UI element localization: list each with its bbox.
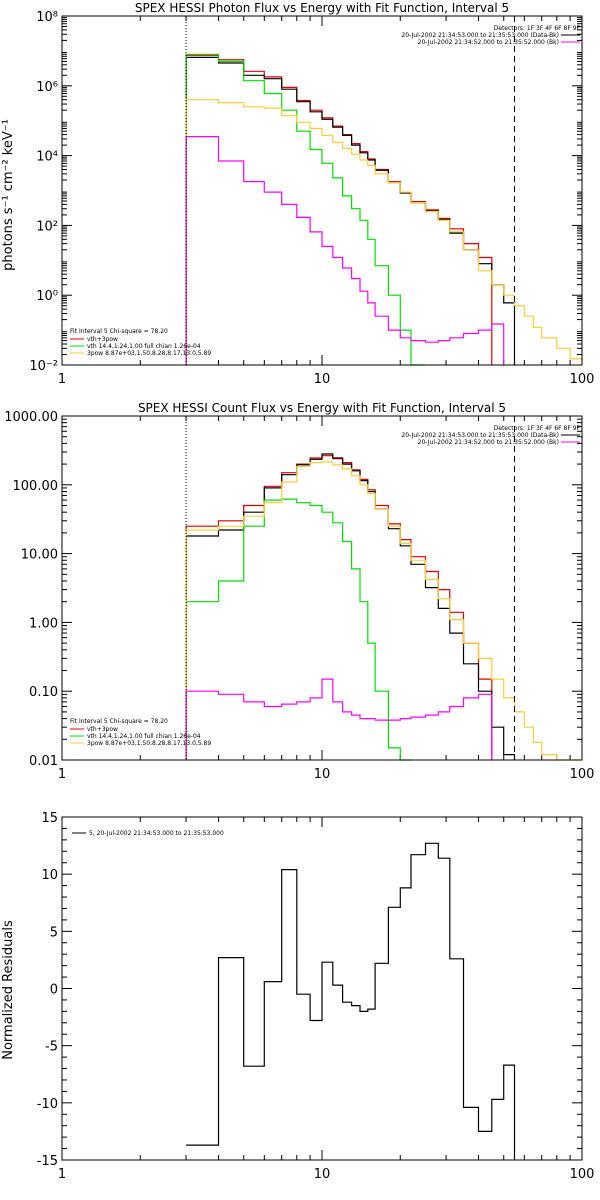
photon-flux-series-fit-total [185, 54, 493, 365]
residuals-frame [61, 816, 583, 1161]
photon-flux-legend-entry-0: 20-Jul-2002 21:34:53.000 to 21:35:53.000… [401, 32, 559, 39]
count-flux-frame [61, 415, 583, 761]
photon-flux-y-tick-label: 10⁸ [36, 10, 58, 25]
count-flux-y-tick-label: 0.10 [29, 685, 58, 700]
photon-flux-y-tick-label: 10² [36, 219, 58, 234]
count-flux-fit-entry-1: vth 14.4,1.24,1.00 full chian 1.26e-04 [87, 733, 201, 740]
photon-flux-fit-entry-0: vth+3pow [87, 336, 118, 343]
count-flux-panel: SPEX HESSI Count Flux vs Energy with Fit… [4, 401, 594, 782]
residuals-y-tick-label: -15 [37, 1154, 58, 1169]
residuals-series-residual [186, 842, 516, 1160]
residuals-ticks: 1 10 100 -15 -10 -5 0 5 10 15 [37, 811, 595, 1182]
count-flux-x-tick-label: 100 [570, 767, 595, 782]
photon-flux-legend: Detectors: 1F 3F 4F 6F 8F 9F 20-Jul-2002… [401, 25, 580, 46]
photon-flux-series-data [185, 56, 516, 365]
photon-flux-title: SPEX HESSI Photon Flux vs Energy with Fi… [135, 1, 509, 15]
photon-flux-y-tick-label: 10⁻² [29, 359, 58, 374]
photon-flux-frame [61, 15, 583, 366]
residuals-y-tick-label: -10 [37, 1097, 58, 1112]
residuals-y-tick-label: 10 [41, 868, 58, 883]
photon-flux-x-tick-label: 100 [570, 372, 595, 387]
photon-flux-x-tick-label: 1 [58, 372, 66, 387]
photon-flux-y-tick-label: 10⁰ [36, 289, 58, 304]
count-flux-series-power-law [185, 461, 582, 761]
residuals-y-tick-label: 15 [41, 811, 58, 826]
photon-flux-fit-legend: Fit Interval 5 Chi-square = 78.20 vth+3p… [70, 328, 211, 357]
count-flux-legend: Detectors: 1F 3F 4F 6F 8F 9F 20-Jul-2002… [401, 425, 580, 446]
residuals-y-tick-label: 5 [50, 925, 58, 940]
residuals-legend-entry-0: 5, 20-Jul-2002 21:34:53.000 to 21:35:53.… [89, 830, 224, 837]
photon-flux-series-background [185, 136, 505, 365]
residuals-x-tick-label: 1 [58, 1167, 66, 1182]
photon-flux-series [185, 16, 583, 366]
photon-flux-y-tick-label: 10⁴ [36, 150, 58, 165]
count-flux-y-tick-label: 0.01 [29, 754, 58, 769]
count-flux-fit-entry-2: 3pow 8.87e+03,1.50,8.28,8.17,13.0,5.89 [87, 740, 211, 747]
photon-flux-x-tick-label: 10 [314, 372, 331, 387]
count-flux-legend-entry-1: 20-Jul-2002 21:34:52.000 to 21:35:52.000… [418, 439, 559, 446]
count-flux-fit-entry-0: vth+3pow [87, 726, 118, 733]
residuals-ylabel: Normalized Residuals [1, 920, 16, 1060]
residuals-x-tick-label: 10 [314, 1167, 331, 1182]
count-flux-y-tick-label: 1.00 [29, 616, 58, 631]
count-flux-legend-entry-0: 20-Jul-2002 21:34:53.000 to 21:35:53.000… [401, 432, 559, 439]
count-flux-x-tick-label: 1 [58, 767, 66, 782]
photon-flux-legend-entry-1: 20-Jul-2002 21:34:52.000 to 21:35:52.000… [418, 39, 559, 46]
photon-flux-ylabel: photons s⁻¹ cm⁻² keV⁻¹ [1, 119, 16, 271]
count-flux-legend-title: Detectors: 1F 3F 4F 6F 8F 9F [494, 425, 581, 432]
photon-flux-fit-title: Fit Interval 5 Chi-square = 78.20 [70, 328, 168, 335]
residuals-y-tick-label: -5 [45, 1040, 58, 1055]
count-flux-series-thermal [185, 498, 411, 761]
count-flux-y-tick-label: 10.00 [21, 548, 58, 563]
photon-flux-ticks: 1 10 100 10⁻² 10⁰ 10² 10⁴ 10⁶ 10⁸ [29, 10, 594, 387]
photon-flux-panel: SPEX HESSI Photon Flux vs Energy with Fi… [1, 1, 594, 387]
residuals-panel: Normalized Residuals 1 10 100-15-10-505101… [1, 811, 594, 1182]
count-flux-series [185, 416, 582, 761]
count-flux-fit-legend: Fit Interval 5 Chi-square = 78.20 vth+3p… [70, 718, 211, 747]
count-flux-y-tick-label: 100.00 [13, 479, 59, 494]
count-flux-series-data [185, 453, 516, 760]
photon-flux-y-tick-label: 10⁶ [36, 80, 58, 95]
residuals-series [186, 842, 516, 1160]
count-flux-ticks: 1 10 100 0.01 0.10 1.00 10.00 100.00 1000.00 [4, 410, 594, 782]
photon-flux-series-thermal [185, 53, 426, 366]
residuals-y-tick-label: 0 [50, 983, 58, 998]
count-flux-fit-title: Fit Interval 5 Chi-square = 78.20 [70, 718, 168, 725]
count-flux-x-tick-label: 10 [314, 767, 331, 782]
count-flux-title: SPEX HESSI Count Flux vs Energy with Fit… [138, 401, 506, 415]
count-flux-y-tick-label: 1000.00 [4, 410, 58, 425]
photon-flux-fit-entry-1: vth 14.4,1.24,1.00 full chian 1.26e-04 [87, 343, 201, 350]
count-flux-series-background [185, 678, 493, 760]
photon-flux-series-power-law [185, 99, 583, 365]
residuals-legend: 5, 20-Jul-2002 21:34:53.000 to 21:35:53.… [72, 830, 224, 837]
photon-flux-legend-title: Detectors: 1F 3F 4F 6F 8F 9F [494, 25, 581, 32]
photon-flux-fit-entry-2: 3pow 8.87e+03,1.50,8.28,8.17,13.0,5.89 [87, 350, 211, 357]
residuals-x-tick-label: 100 [570, 1167, 595, 1182]
